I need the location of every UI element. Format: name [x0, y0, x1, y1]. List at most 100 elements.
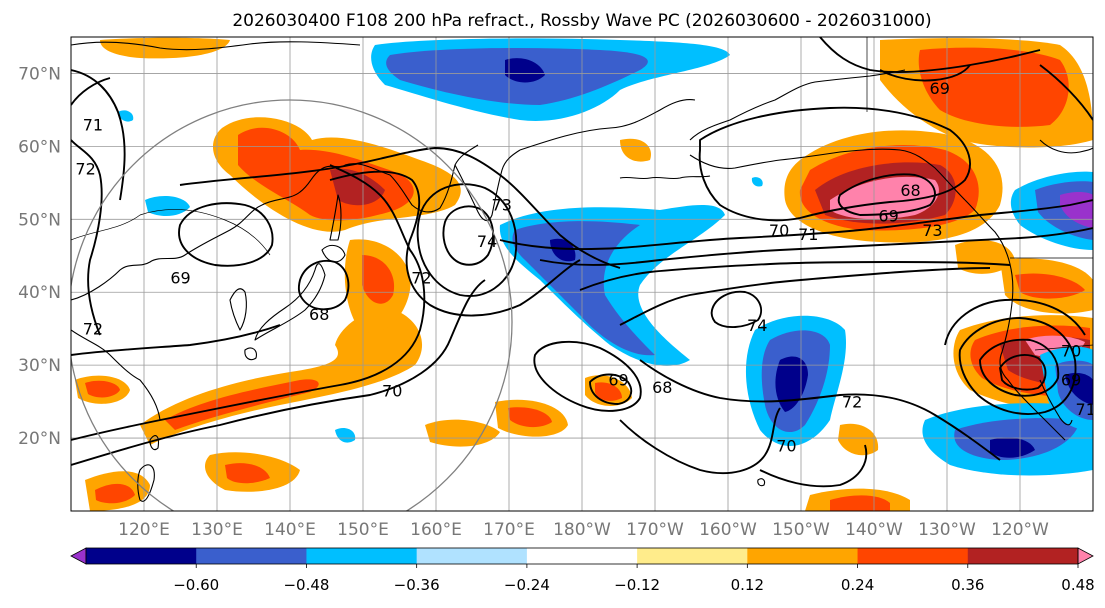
- contour-72-jet: [579, 261, 1011, 291]
- contour-label: 72: [842, 393, 862, 412]
- contour-label: 74: [477, 232, 497, 251]
- contour-74-pacific: [710, 290, 762, 328]
- contour-70-jet: [499, 199, 1093, 250]
- contour-label: 72: [83, 320, 103, 339]
- longitude-label: 140°W: [845, 520, 903, 540]
- positive-anomaly-japan-band-core: [165, 379, 319, 430]
- contour-label: 73: [922, 221, 942, 240]
- negative-anomaly-subtropical-east-peak: [990, 437, 1035, 458]
- longitude-label: 160°E: [410, 520, 462, 540]
- contour-70-baja: [979, 338, 1060, 397]
- contour-71-south: [759, 444, 868, 488]
- contour-69-loop: [178, 202, 274, 267]
- longitude-label: 180°W: [553, 520, 611, 540]
- colorbar-segment: [306, 548, 418, 564]
- graticule: [71, 37, 1093, 511]
- coastline-alaska: [689, 69, 906, 141]
- contour-label: 70: [1061, 342, 1081, 361]
- coastline-hokkaido: [321, 244, 346, 263]
- positive-anomaly-philippine-sea-core: [225, 463, 270, 484]
- contour-72-ridge: [329, 170, 581, 317]
- latitude-label: 20°N: [18, 429, 61, 449]
- contours: [71, 37, 1093, 488]
- contour-72-baja: [944, 298, 1086, 346]
- longitude-label: 120°W: [991, 520, 1049, 540]
- coastline-japan-honshu: [254, 263, 326, 341]
- contour-68-loop: [297, 260, 350, 311]
- coastline-alaska-south: [689, 148, 966, 201]
- contour-68-pacific: [589, 373, 633, 405]
- contour-label: 68: [309, 305, 329, 324]
- colorbar: −0.60 −0.48 −0.36 −0.24 −0.12 0.12 0.24 0.36 0.4…: [70, 547, 1095, 594]
- contour-label: 70: [776, 436, 796, 455]
- colorbar-outline: [85, 547, 1079, 565]
- border-russia-china: [139, 209, 271, 256]
- colorbar-tick-label: 0.48: [1061, 576, 1094, 594]
- coastline-asia-south: [71, 329, 161, 421]
- latitude-label: 40°N: [18, 283, 61, 303]
- contour-72-band: [71, 324, 281, 356]
- colorbar-tick-label: −0.36: [394, 576, 440, 594]
- contour-73-high: [416, 183, 518, 297]
- longitude-label: 130°E: [191, 520, 243, 540]
- contour-69-pacific: [533, 340, 642, 412]
- contour-label: 68: [900, 181, 920, 200]
- colorbar-tick-label: −0.48: [283, 576, 329, 594]
- coastline-kamchatka: [454, 149, 521, 222]
- colorbar-tick-label: 0.24: [841, 576, 874, 594]
- coastline-okhotsk: [344, 144, 479, 213]
- contour-label: 74: [747, 316, 767, 335]
- contour-label: 72: [75, 159, 95, 178]
- contour-label: 69: [608, 371, 628, 390]
- positive-anomaly-south-central: [838, 423, 879, 456]
- latitude-label: 60°N: [18, 137, 61, 157]
- borders: [71, 37, 1093, 351]
- coastline-taiwan: [149, 435, 159, 451]
- longitude-label: 150°W: [772, 520, 830, 540]
- longitude-label: 130°W: [918, 520, 976, 540]
- contour-74-nw: [71, 77, 111, 106]
- longitude-labels: 120°E 130°E 140°E 150°E 160°E 170°E 180°W 170°W…: [118, 520, 1049, 540]
- coastline-siberia-north: [71, 41, 361, 51]
- contour-label: 69: [878, 207, 898, 226]
- colorbar-segment: [416, 548, 528, 564]
- coastlines: [71, 41, 1093, 502]
- contour-71-ridge: [179, 147, 621, 269]
- contour-71-arctic: [1039, 64, 1093, 121]
- positive-anomaly-midpacific-low-core: [595, 382, 622, 401]
- contour-73-jet: [619, 267, 991, 326]
- contour-label: 69: [930, 79, 950, 98]
- latitude-label: 70°N: [18, 64, 61, 84]
- colorbar-tick-label: −0.24: [504, 576, 550, 594]
- contour-label: 71: [798, 225, 818, 244]
- longitude-label: 150°E: [337, 520, 389, 540]
- coastline-japan-kyushu: [244, 347, 257, 361]
- colorbar-tick-label: 0.12: [731, 576, 764, 594]
- positive-anomaly-bering: [620, 138, 651, 162]
- positive-anomaly-hawaii-core: [830, 495, 890, 511]
- contour-label: 70: [769, 221, 789, 240]
- contour-70-band: [71, 164, 426, 441]
- longitude-label: 140°E: [264, 520, 316, 540]
- contour-70-south: [619, 407, 781, 475]
- coastline-aleutians: [619, 175, 711, 180]
- contour-label: 71: [83, 116, 103, 135]
- contour-label: 71: [1076, 400, 1096, 419]
- colorbar-segment: [967, 548, 1079, 564]
- border-china-mongolia: [71, 214, 141, 241]
- negative-anomaly-pacific-band-peak: [550, 238, 576, 262]
- contour-70-arctic: [819, 37, 1041, 74]
- negative-anomaly-small-2: [118, 110, 134, 122]
- positive-anomaly-okhotsk-peak: [330, 168, 385, 206]
- negative-anomaly-california-peak: [1065, 372, 1093, 405]
- positive-anomaly-dateline-south-core: [508, 407, 552, 428]
- contour-69-baja: [999, 354, 1047, 391]
- contour-label: 70: [382, 382, 402, 401]
- colorbar-extend-max: [1077, 547, 1094, 565]
- colorbar-tick-label: −0.12: [614, 576, 660, 594]
- positive-anomaly-west-blob-core: [85, 380, 120, 398]
- contour-72-west: [71, 139, 103, 336]
